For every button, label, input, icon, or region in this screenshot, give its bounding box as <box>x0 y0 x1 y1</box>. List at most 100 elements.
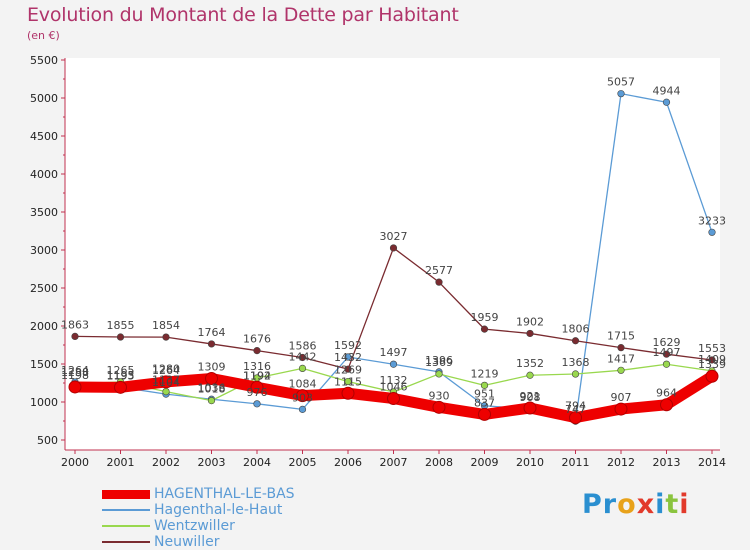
data-label-neuwiller: 1806 <box>562 323 590 336</box>
data-label-hagenthal-le-haut: 1396 <box>425 354 453 367</box>
x-tick-label: 2013 <box>653 456 681 469</box>
logo-letter: i <box>679 489 690 520</box>
data-point-wentzwiller <box>617 366 625 374</box>
data-label-wentzwiller: 1352 <box>516 357 544 370</box>
data-point-neuwiller <box>708 356 716 364</box>
data-point-neuwiller <box>207 340 216 348</box>
data-label-hagenthal-le-bas: 921 <box>520 390 541 403</box>
data-point-hagenthal-le-haut <box>662 98 671 106</box>
data-label-neuwiller: 3027 <box>380 230 408 243</box>
data-label-hagenthal-le-bas: 794 <box>565 400 586 413</box>
data-point-wentzwiller <box>344 377 352 386</box>
data-point-neuwiller <box>71 332 79 341</box>
data-label-hagenthal-le-haut: 3233 <box>698 214 726 227</box>
data-label-neuwiller: 1863 <box>61 318 89 331</box>
logo-letter: t <box>665 489 680 520</box>
data-label-hagenthal-le-bas: 1115 <box>334 375 362 388</box>
x-tick-label: 2006 <box>334 456 362 469</box>
data-point-wentzwiller <box>298 364 307 373</box>
data-point-hagenthal-le-bas <box>660 398 673 412</box>
data-label-hagenthal-le-haut: 908 <box>520 391 541 404</box>
data-point-wentzwiller <box>571 370 580 378</box>
y-tick-label: 3500 <box>30 206 58 219</box>
data-point-hagenthal-le-bas <box>68 380 82 394</box>
data-point-neuwiller <box>435 278 443 286</box>
logo-letter: P <box>582 489 603 520</box>
y-tick-label: 1500 <box>30 358 58 371</box>
data-point-hagenthal-le-haut <box>344 353 352 361</box>
data-label-neuwiller: 1959 <box>471 311 499 324</box>
data-point-neuwiller <box>116 333 125 341</box>
y-tick-label: 1000 <box>30 396 58 409</box>
data-point-hagenthal-le-bas <box>296 389 309 403</box>
data-label-hagenthal-le-bas: 1194 <box>243 369 271 382</box>
x-tick-label: 2007 <box>380 456 408 469</box>
data-label-hagenthal-le-bas: 930 <box>429 389 450 402</box>
data-point-hagenthal-le-bas <box>614 402 628 416</box>
y-tick-label: 3000 <box>30 244 58 257</box>
data-label-extra: 1280 <box>152 363 180 376</box>
data-point-neuwiller <box>662 350 671 358</box>
legend-label-neuwiller: Neuwiller <box>154 534 220 550</box>
data-label-wentzwiller: 1369 <box>425 356 453 369</box>
data-point-hagenthal-le-bas <box>387 392 400 406</box>
legend-label-hagenthal-le-bas: HAGENTHAL-LE-BAS <box>154 486 295 502</box>
data-label-hagenthal-le-bas: 1309 <box>198 361 226 374</box>
data-point-neuwiller <box>480 325 489 333</box>
data-label-hagenthal-le-haut: 1592 <box>334 339 362 352</box>
x-tick-label: 2000 <box>61 456 89 469</box>
data-point-hagenthal-le-bas <box>523 401 537 415</box>
data-label-neuwiller: 1629 <box>653 336 681 349</box>
data-point-hagenthal-le-haut <box>617 90 625 98</box>
data-point-wentzwiller <box>207 397 216 405</box>
data-label-neuwiller: 1764 <box>198 326 226 339</box>
line-chart: 500 1000 1500 2000 2500 3000 3500 4000 4500 5000 5… <box>30 54 726 469</box>
data-label-wentzwiller: 1018 <box>198 383 226 396</box>
data-point-neuwiller <box>253 347 261 355</box>
data-label-wentzwiller: 1316 <box>243 360 271 373</box>
data-point-neuwiller <box>298 353 307 362</box>
data-point-hagenthal-le-haut <box>253 400 261 408</box>
data-point-hagenthal-le-bas <box>705 369 719 383</box>
y-tick-label: 2000 <box>30 320 58 333</box>
data-label-wentzwiller: 1137 <box>152 374 180 387</box>
data-label-hagenthal-le-haut: 903 <box>292 391 313 404</box>
data-point-hagenthal-le-bas <box>341 386 355 400</box>
data-point-neuwiller <box>617 344 625 352</box>
data-point-hagenthal-le-bas <box>205 372 218 386</box>
legend-swatch-hagenthal-le-bas <box>102 490 150 499</box>
data-label-hagenthal-le-haut: 1036 <box>198 381 226 394</box>
data-label-neuwiller: 1902 <box>516 315 544 328</box>
data-point-wentzwiller <box>162 387 170 396</box>
data-label-neuwiller: 1854 <box>152 319 180 332</box>
legend-label-wentzwiller: Wentzwiller <box>154 518 235 534</box>
x-tick-label: 2002 <box>152 456 180 469</box>
x-tick-label: 2001 <box>107 456 135 469</box>
legend-swatch-hagenthal-le-haut <box>102 509 150 511</box>
x-tick-label: 2014 <box>698 456 726 469</box>
legend-label-hagenthal-le-haut: Hagenthal-le-Haut <box>154 502 283 518</box>
logo-letter: i <box>655 489 666 520</box>
data-label-neuwiller: 1715 <box>607 330 635 343</box>
data-label-hagenthal-le-bas: 1198 <box>61 369 89 382</box>
data-label-hagenthal-le-bas: 1264 <box>152 364 180 377</box>
legend-swatch-wentzwiller <box>102 525 150 527</box>
data-label-hagenthal-le-haut: 976 <box>247 386 268 399</box>
data-point-hagenthal-le-bas <box>432 400 446 414</box>
data-label-hagenthal-le-bas: 1339 <box>698 358 726 371</box>
data-label-neuwiller: 1432 <box>334 351 362 364</box>
data-point-hagenthal-le-bas <box>250 380 264 394</box>
data-label-hagenthal-le-bas: 837 <box>474 396 495 409</box>
data-label-hagenthal-le-haut: 4944 <box>653 84 681 97</box>
x-tick-label: 2010 <box>516 456 544 469</box>
data-label-wentzwiller: 1442 <box>289 350 317 363</box>
data-label-hagenthal-le-bas: 964 <box>656 387 677 400</box>
x-tick-label: 2004 <box>243 456 271 469</box>
y-tick-label: 4000 <box>30 168 58 181</box>
data-label-hagenthal-le-haut: 1195 <box>107 369 135 382</box>
data-point-hagenthal-le-bas <box>569 411 582 425</box>
data-label-hagenthal-le-bas: 1046 <box>380 381 408 394</box>
data-point-hagenthal-le-bas <box>478 407 491 421</box>
data-label-neuwiller: 1586 <box>289 339 317 352</box>
x-tick-label: 2003 <box>198 456 226 469</box>
